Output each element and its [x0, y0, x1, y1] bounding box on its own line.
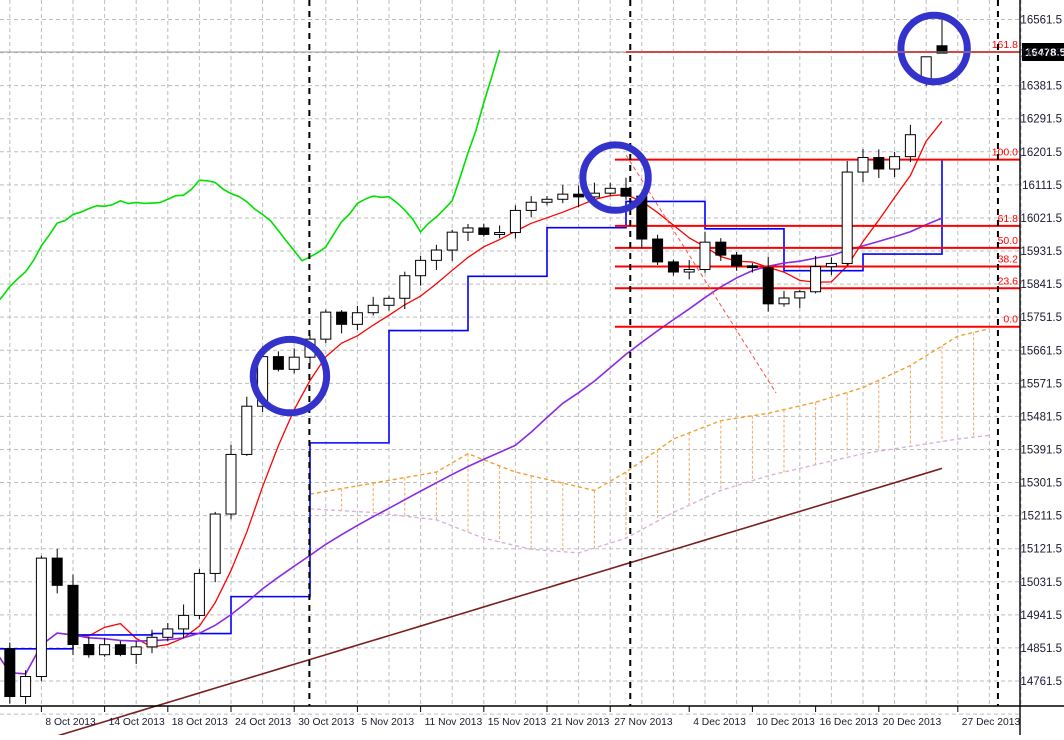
svg-text:15301.5: 15301.5 [1020, 478, 1062, 490]
svg-text:15931.5: 15931.5 [1020, 246, 1062, 258]
svg-text:15661.5: 15661.5 [1020, 345, 1062, 357]
svg-text:21 Nov 2013: 21 Nov 2013 [551, 717, 610, 728]
svg-text:15 Nov 2013: 15 Nov 2013 [488, 717, 547, 728]
svg-text:23.6: 23.6 [998, 275, 1019, 287]
svg-text:16021.5: 16021.5 [1020, 213, 1062, 225]
svg-text:38.2: 38.2 [998, 254, 1019, 266]
svg-text:14851.5: 14851.5 [1020, 643, 1062, 655]
svg-text:161.8: 161.8 [992, 39, 1018, 51]
svg-text:16471.5: 16471.5 [1020, 48, 1062, 60]
svg-text:15211.5: 15211.5 [1021, 511, 1062, 523]
svg-text:16111.5: 16111.5 [1022, 180, 1062, 192]
svg-text:100.0: 100.0 [992, 147, 1018, 159]
svg-text:0.0: 0.0 [1003, 314, 1018, 326]
svg-text:16561.5: 16561.5 [1020, 15, 1062, 27]
svg-text:10 Dec 2013: 10 Dec 2013 [756, 717, 815, 728]
svg-text:20 Dec 2013: 20 Dec 2013 [883, 717, 942, 728]
svg-text:16381.5: 16381.5 [1020, 81, 1062, 93]
svg-text:27 Nov 2013: 27 Nov 2013 [614, 717, 673, 728]
svg-text:15481.5: 15481.5 [1020, 411, 1062, 423]
svg-text:4 Dec 2013: 4 Dec 2013 [693, 717, 746, 728]
svg-text:27 Dec 2013: 27 Dec 2013 [962, 717, 1021, 728]
svg-text:16201.5: 16201.5 [1020, 147, 1062, 159]
svg-text:15841.5: 15841.5 [1020, 279, 1062, 291]
svg-text:24 Oct 2013: 24 Oct 2013 [235, 717, 291, 728]
svg-text:14 Oct 2013: 14 Oct 2013 [109, 717, 165, 728]
svg-text:61.8: 61.8 [998, 213, 1019, 225]
svg-text:16291.5: 16291.5 [1020, 114, 1062, 126]
svg-text:15031.5: 15031.5 [1020, 577, 1062, 589]
svg-text:30 Oct 2013: 30 Oct 2013 [298, 717, 354, 728]
svg-text:15751.5: 15751.5 [1020, 312, 1062, 324]
svg-text:5 Nov 2013: 5 Nov 2013 [361, 717, 414, 728]
svg-text:14761.5: 14761.5 [1020, 676, 1062, 688]
svg-text:16 Dec 2013: 16 Dec 2013 [820, 717, 879, 728]
svg-text:8 Oct 2013: 8 Oct 2013 [45, 717, 96, 728]
svg-text:15571.5: 15571.5 [1020, 378, 1062, 390]
svg-text:50.0: 50.0 [998, 235, 1019, 247]
svg-text:11 Nov 2013: 11 Nov 2013 [425, 717, 483, 728]
svg-text:14941.5: 14941.5 [1020, 610, 1062, 622]
svg-text:15121.5: 15121.5 [1020, 544, 1062, 556]
svg-text:15391.5: 15391.5 [1020, 444, 1062, 456]
svg-text:18 Oct 2013: 18 Oct 2013 [172, 717, 228, 728]
